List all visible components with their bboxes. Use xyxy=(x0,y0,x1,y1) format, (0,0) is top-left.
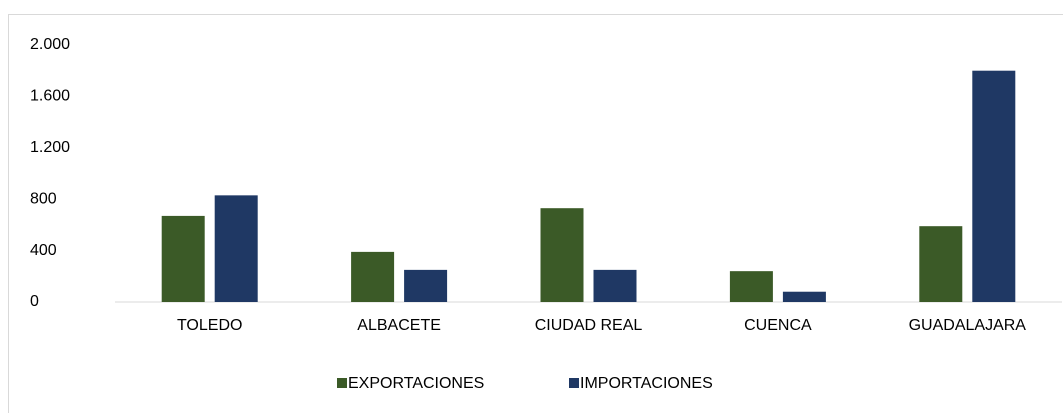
bar xyxy=(541,208,584,302)
y-tick-label: 800 xyxy=(30,190,57,207)
bar xyxy=(404,270,447,302)
x-tick-label: CIUDAD REAL xyxy=(535,317,643,334)
y-tick-label: 1.200 xyxy=(30,139,70,156)
x-tick-label: CUENCA xyxy=(744,317,812,334)
legend-label: IMPORTACIONES xyxy=(580,375,713,392)
bar xyxy=(594,270,637,302)
bar xyxy=(730,271,773,302)
x-tick-label: ALBACETE xyxy=(357,317,441,334)
y-tick-label: 1.600 xyxy=(30,88,70,105)
legend-swatch xyxy=(569,378,579,388)
bar xyxy=(919,226,962,302)
legend-swatch xyxy=(337,378,347,388)
bar xyxy=(351,252,394,302)
chart-border xyxy=(9,15,1063,414)
y-tick-label: 400 xyxy=(30,242,57,259)
bar xyxy=(215,195,258,302)
bar xyxy=(972,71,1015,302)
bar xyxy=(162,216,205,302)
x-tick-label: GUADALAJARA xyxy=(909,317,1027,334)
legend-label: EXPORTACIONES xyxy=(348,375,484,392)
x-tick-label: TOLEDO xyxy=(177,317,243,334)
y-tick-label: 0 xyxy=(30,293,39,310)
y-tick-label: 2.000 xyxy=(30,36,70,53)
bar xyxy=(783,292,826,302)
